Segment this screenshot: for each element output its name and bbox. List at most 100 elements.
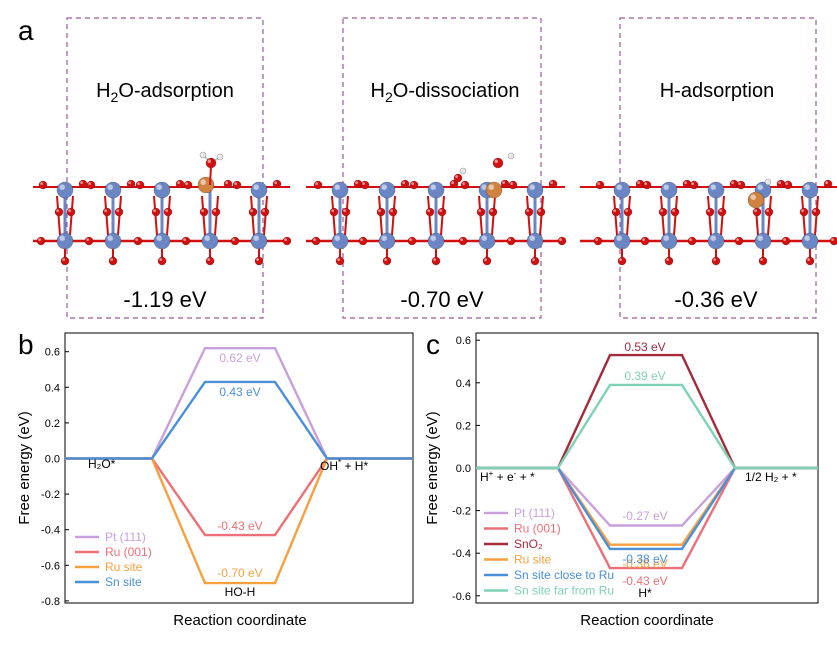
data-label: 0.39 eV xyxy=(624,369,665,383)
hydrogen-atom xyxy=(459,167,467,175)
sn-atom xyxy=(613,181,631,199)
oxygen-atom xyxy=(482,256,492,266)
sn-atom xyxy=(331,181,349,199)
sn-atom xyxy=(104,181,122,199)
oxygen-atom xyxy=(353,179,363,189)
y-tick-label: -0.2 xyxy=(452,506,471,518)
y-tick-label: 0.4 xyxy=(45,382,60,394)
structure-panel-3: H-adsorption -0.36 eV xyxy=(619,17,817,319)
oxygen-atom xyxy=(311,236,321,246)
oxygen-atom xyxy=(783,180,793,190)
oxygen-atom xyxy=(458,236,468,246)
oxygen-atom xyxy=(729,179,739,189)
sn-atom xyxy=(526,181,544,199)
panel-letter-b: b xyxy=(18,329,34,360)
oxygen-atom xyxy=(500,179,510,189)
oxygen-atom xyxy=(114,207,124,217)
oxygen-atom xyxy=(758,256,768,266)
sn-atom xyxy=(660,181,678,199)
oxygen-atom xyxy=(670,207,680,217)
oxygen-atom xyxy=(805,256,815,266)
ru-atom xyxy=(485,181,503,199)
oxygen-atom xyxy=(157,256,167,266)
state-label-b-left: H₂O* xyxy=(88,457,116,471)
oxygen-atom xyxy=(617,256,627,266)
oxygen-atom xyxy=(54,207,64,217)
sn-atom xyxy=(378,181,396,199)
sn-atom xyxy=(153,232,171,250)
oxygen-atom xyxy=(181,236,191,246)
oxygen-atom xyxy=(823,179,833,189)
sn-atom xyxy=(201,232,219,250)
oxygen-atom xyxy=(38,180,48,190)
oxygen-atom xyxy=(689,180,699,190)
y-tick-label: -0.2 xyxy=(41,489,60,501)
oxygen-atom xyxy=(734,236,744,246)
oxygen-atom xyxy=(811,207,821,217)
oxygen-atom xyxy=(78,179,88,189)
y-tick-label: 0.0 xyxy=(456,463,471,475)
oxygen-atom xyxy=(223,179,233,189)
oxygen-atom xyxy=(736,180,746,190)
oxygen-atom xyxy=(211,207,221,217)
y-tick-label: 0.4 xyxy=(456,378,471,390)
oxygen-atom xyxy=(60,256,70,266)
panel-letter-c: c xyxy=(426,329,440,360)
y-tick-label: -0.4 xyxy=(452,548,471,560)
series-b: 0.62 eV -0.43 eV -0.70 eV 0.43 eV xyxy=(65,346,413,585)
oxygen-atom xyxy=(437,207,447,217)
plot-frame-b xyxy=(64,332,414,604)
legend-entry: SnO₂ xyxy=(514,537,543,551)
oxygen-atom xyxy=(205,256,215,266)
structure-title-2: H2O-dissociation xyxy=(371,80,520,105)
oxygen-atom xyxy=(508,180,518,190)
oxygen-atom xyxy=(611,207,621,217)
oxygen-atom xyxy=(781,236,791,246)
oxygen-atom xyxy=(524,207,534,217)
oxygen-atom xyxy=(282,236,292,246)
oxygen-atom xyxy=(623,207,633,217)
sn-atom xyxy=(427,232,445,250)
data-label: -0.27 eV xyxy=(622,509,667,523)
ylabel-c: Free energy (eV) xyxy=(424,411,441,524)
oxygen-atom xyxy=(388,207,398,217)
oxygen-atom xyxy=(711,256,721,266)
oxygen-atom xyxy=(407,236,417,246)
oxygen-atom xyxy=(133,236,143,246)
oxygen-atom xyxy=(664,256,674,266)
oxygen-atom xyxy=(183,180,193,190)
y-tick-label: 0.0 xyxy=(45,454,60,466)
oxygen-atom xyxy=(506,236,516,246)
structure-title-3: H-adsorption xyxy=(660,80,775,102)
state-label-c-middle: H* xyxy=(638,586,652,600)
state-label-b-right: OH* + H* xyxy=(320,458,368,473)
legend-entry: Ru site xyxy=(514,553,552,567)
y-tick-label: 0.2 xyxy=(456,420,471,432)
oxygen-atom xyxy=(548,179,558,189)
sn-atom xyxy=(153,181,171,199)
y-axis-c: 0.6 0.4 0.2 0.0 -0.2 -0.4 -0.6 xyxy=(452,335,480,603)
legend-entry: Ru (001) xyxy=(105,545,152,559)
oxygen-atom xyxy=(382,256,392,266)
structure-energy-1: -1.19 eV xyxy=(123,287,206,312)
structure-panel-1: H2O-adsorption -1.19 eV xyxy=(66,17,264,319)
sn-atom xyxy=(378,232,396,250)
state-label-c-right: 1/2 H₂ + * xyxy=(745,470,797,484)
xlabel-c: Reaction coordinate xyxy=(580,612,713,629)
oxygen-atom xyxy=(126,179,136,189)
oxygen-atom xyxy=(84,236,94,246)
state-label-c-left: H+ + e- + * xyxy=(480,469,535,484)
data-label: -0.43 eV xyxy=(217,519,262,533)
xlabel-b: Reaction coordinate xyxy=(173,612,306,629)
sn-atom xyxy=(801,232,819,250)
oxygen-atom xyxy=(248,207,258,217)
oxygen-atom xyxy=(460,180,470,190)
structure-panel-2: H2O-dissociation -0.70 eV xyxy=(342,17,542,319)
oxygen-atom xyxy=(705,207,715,217)
oxygen-atom xyxy=(205,157,217,169)
oxygen-atom xyxy=(687,236,697,246)
ru-atom xyxy=(197,176,215,194)
oxygen-atom xyxy=(199,207,209,217)
y-tick-label: 0.2 xyxy=(45,418,60,430)
oxygen-atom xyxy=(682,179,692,189)
